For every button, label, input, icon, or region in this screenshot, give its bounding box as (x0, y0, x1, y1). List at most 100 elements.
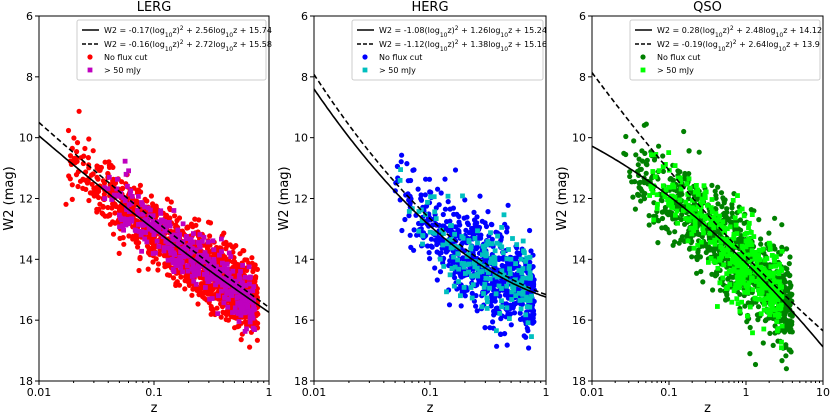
data-point (691, 228, 697, 233)
data-point (737, 291, 743, 297)
data-point (426, 250, 432, 256)
data-point (709, 221, 715, 227)
data-point (145, 266, 151, 272)
data-point (111, 192, 117, 198)
data-point (466, 269, 471, 275)
data-point (211, 247, 217, 253)
data-point (742, 303, 748, 309)
y-tick-label: 18 (294, 375, 308, 388)
data-point (761, 326, 767, 332)
data-point (727, 282, 733, 287)
data-point (524, 294, 529, 300)
data-point (150, 251, 156, 256)
data-point (734, 296, 740, 302)
data-point (469, 290, 475, 296)
data-point (467, 261, 472, 267)
data-point (711, 225, 717, 231)
data-point (87, 190, 93, 196)
data-point (527, 296, 533, 302)
data-point (687, 245, 693, 251)
data-point (212, 266, 218, 272)
data-point (516, 268, 522, 273)
data-point (411, 227, 417, 233)
data-point (717, 287, 724, 293)
data-point (485, 299, 490, 305)
data-point (527, 304, 533, 310)
data-point (649, 186, 654, 192)
data-point (138, 189, 144, 195)
data-point (740, 280, 746, 286)
data-point (655, 201, 660, 207)
data-point (694, 270, 700, 276)
data-point (107, 221, 113, 227)
data-point (511, 310, 518, 316)
data-point (685, 192, 691, 197)
data-point (719, 253, 725, 259)
data-point (171, 252, 177, 257)
data-point (173, 258, 178, 263)
data-point (179, 246, 185, 252)
data-point (197, 244, 203, 250)
data-point (730, 268, 736, 274)
data-point (735, 193, 740, 198)
data-point (222, 294, 227, 300)
data-point (715, 265, 721, 271)
data-point (138, 232, 144, 238)
data-point (129, 193, 135, 199)
data-point (226, 250, 232, 256)
data-point (122, 158, 128, 164)
data-point (188, 221, 195, 227)
data-point (169, 257, 175, 262)
data-point (242, 297, 248, 303)
data-point (747, 270, 752, 276)
data-point (124, 207, 130, 212)
data-point (508, 322, 514, 328)
data-point (121, 216, 126, 222)
data-point (419, 218, 425, 224)
data-point (460, 235, 466, 241)
data-point (134, 208, 140, 214)
data-point (406, 209, 412, 214)
data-point (475, 228, 480, 234)
legend-label: No flux cut (379, 53, 422, 62)
data-point (435, 234, 441, 241)
data-point (683, 199, 689, 205)
data-point (742, 261, 748, 267)
data-point (672, 194, 678, 200)
data-point (725, 253, 730, 259)
data-point (700, 279, 706, 285)
data-point (773, 297, 779, 302)
data-point (172, 232, 178, 238)
data-point (520, 297, 526, 303)
data-point (452, 264, 458, 270)
data-point (178, 249, 183, 255)
data-point (715, 235, 721, 241)
data-point (176, 260, 182, 266)
data-point (416, 228, 422, 234)
data-point (783, 366, 790, 372)
data-point (420, 241, 425, 247)
data-point (742, 232, 748, 237)
y-tick-label: 18 (572, 375, 586, 388)
y-tick-label: 14 (19, 253, 33, 266)
data-point (651, 157, 658, 163)
data-point (158, 208, 164, 214)
data-point (420, 233, 426, 239)
data-point (737, 217, 744, 223)
data-point (690, 205, 695, 211)
data-point (425, 199, 430, 205)
x-tick-label: 1 (743, 386, 750, 399)
data-point (758, 311, 764, 317)
data-point (158, 211, 164, 216)
data-point (135, 211, 141, 217)
data-point (772, 299, 778, 305)
data-point (250, 325, 256, 331)
data-point (213, 270, 219, 276)
data-point (731, 257, 736, 263)
data-point (494, 240, 500, 246)
data-point (512, 277, 518, 283)
data-point (494, 328, 499, 334)
data-point (520, 266, 526, 271)
data-point (775, 312, 781, 317)
legend: W2 = -1.08(log10z)2 + 1.26log10z + 15.24… (351, 19, 547, 81)
